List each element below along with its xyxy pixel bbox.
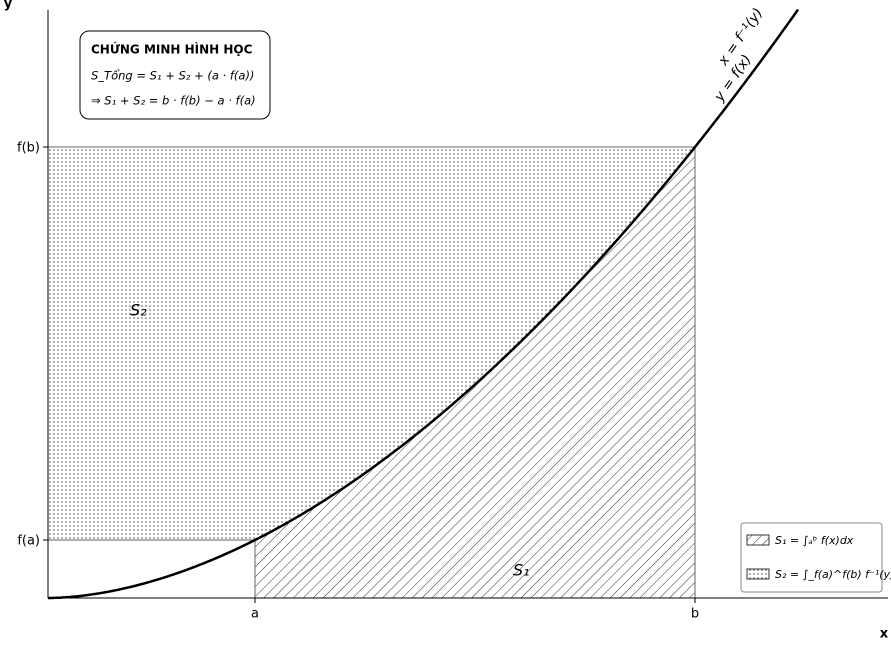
y-axis-label: y: [4, 0, 13, 12]
info-line: ⇒ S₁ + S₂ = b · f(b) − a · f(a): [91, 94, 256, 108]
x-tick-label: b: [691, 607, 699, 622]
x-tick-label: a: [251, 607, 259, 622]
y-tick-label: f(b): [17, 141, 40, 156]
legend-entry: S₁ = ∫ₐᵇ f(x)dx: [775, 534, 854, 547]
curve: [48, 8, 800, 600]
legend-entry: S₂ = ∫_f(a)^f(b) f⁻¹(y)dy: [775, 568, 891, 581]
s1-region: [255, 147, 695, 598]
info-line: S_Tổng = S₁ + S₂ + (a · f(a)): [91, 69, 254, 83]
s2-region: [48, 147, 695, 540]
info-box: [79, 30, 271, 120]
info-title: CHỨNG MINH HÌNH HỌC: [91, 42, 253, 57]
y-tick-label: f(a): [17, 534, 40, 549]
legend-swatch: [746, 534, 770, 546]
x-axis-label: x: [880, 627, 889, 642]
legend: [740, 522, 883, 593]
s1-label: S₁: [513, 561, 530, 580]
s2-label: S₂: [130, 301, 147, 320]
legend-swatch: [746, 568, 770, 580]
